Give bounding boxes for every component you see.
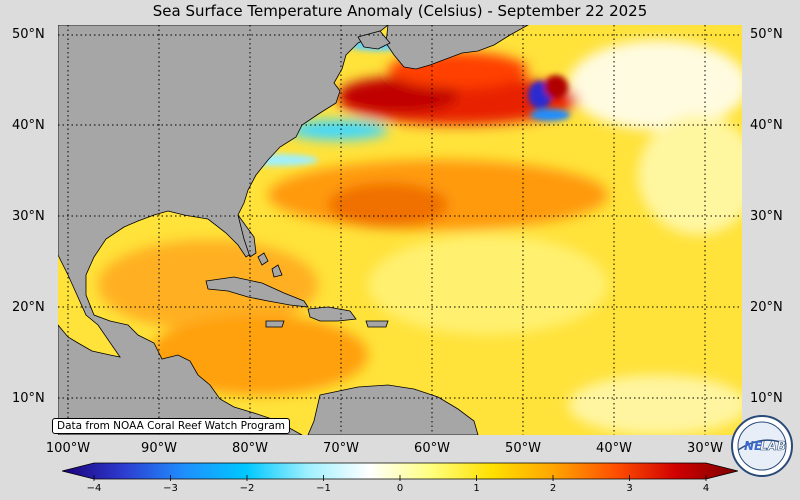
lat-label-30n-left: 30°N <box>12 209 45 224</box>
colorbar-tick-label: −4 <box>86 483 102 494</box>
lon-label-90w: 90°W <box>141 441 177 456</box>
nexlab-logo: NE LAB <box>731 415 793 477</box>
map-title: Sea Surface Temperature Anomaly (Celsius… <box>152 2 648 20</box>
lat-label-40n-left: 40°N <box>12 118 45 133</box>
colorbar-tick-label: 3 <box>626 483 633 494</box>
lon-label-40w: 40°W <box>596 441 632 456</box>
lat-label-50n-left: 50°N <box>12 27 45 42</box>
colorbar-tick-label: −2 <box>239 483 255 494</box>
colorbar-tick-label: 4 <box>702 483 710 494</box>
lat-label-20n-left: 20°N <box>12 300 45 315</box>
lon-label-70w: 70°W <box>323 441 359 456</box>
lat-label-20n-right: 20°N <box>750 300 783 315</box>
logo-text-lab: LAB <box>760 439 786 453</box>
colorbar-tick-label: −3 <box>163 483 178 494</box>
lon-label-100w: 100°W <box>45 441 91 456</box>
lat-label-10n-right: 10°N <box>750 391 783 406</box>
lat-label-10n-left: 10°N <box>12 391 45 406</box>
colorbar-tick-label: 1 <box>473 483 480 494</box>
colorbar-tick-marks <box>93 475 707 481</box>
lon-label-80w: 80°W <box>232 441 268 456</box>
data-credit-label: Data from NOAA Coral Reef Watch Program <box>52 418 290 434</box>
sst-anomaly-map <box>58 25 742 435</box>
lat-label-30n-right: 30°N <box>750 209 783 224</box>
lat-label-50n-right: 50°N <box>750 27 783 42</box>
graticule <box>58 25 742 435</box>
lon-label-30w: 30°W <box>687 441 723 456</box>
colorbar <box>62 462 738 481</box>
colorbar-tick-label: −1 <box>316 483 331 494</box>
colorbar-tick-label: 0 <box>396 483 404 494</box>
lat-label-40n-right: 40°N <box>750 118 783 133</box>
colorbar-tick-label: 2 <box>549 483 557 494</box>
logo-text-ne: NE <box>744 439 763 453</box>
lon-label-60w: 60°W <box>414 441 450 456</box>
lon-label-50w: 50°W <box>505 441 541 456</box>
